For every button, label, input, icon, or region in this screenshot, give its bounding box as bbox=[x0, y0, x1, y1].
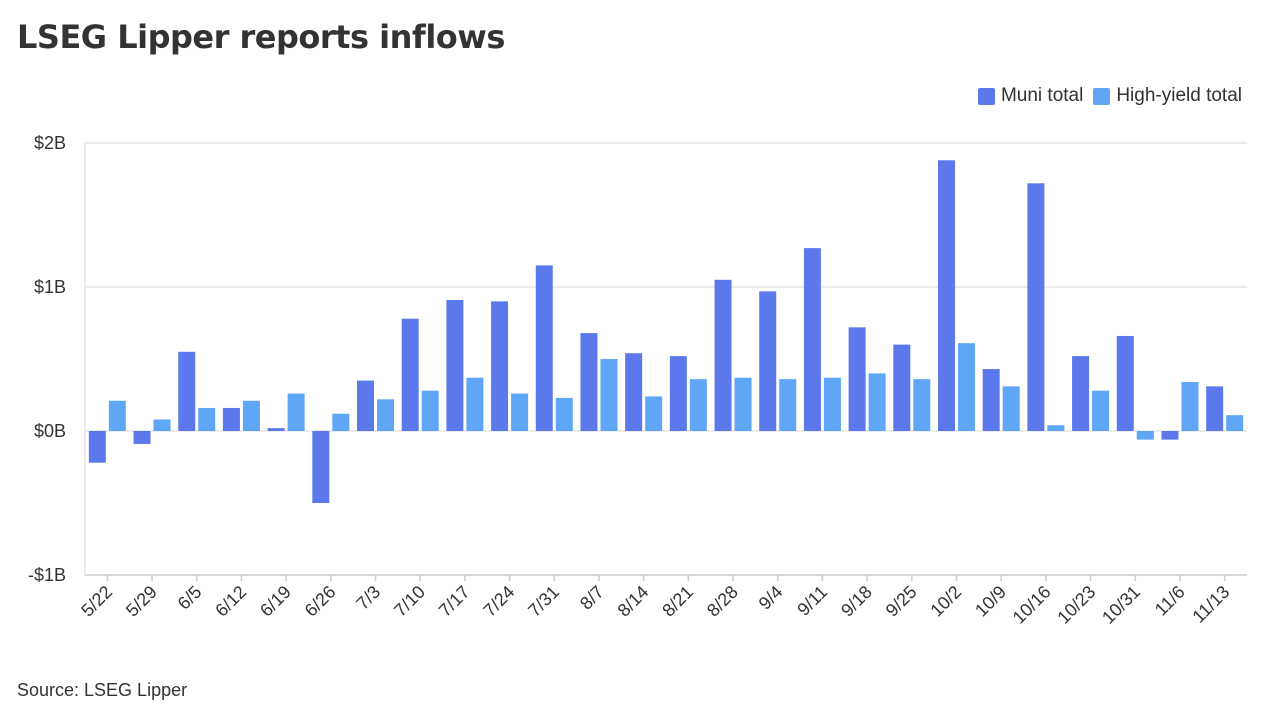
bar-muni bbox=[88, 431, 106, 463]
legend: Muni total High-yield total bbox=[977, 85, 1242, 107]
x-tick-label: 8/21 bbox=[658, 582, 697, 621]
bar-high-yield bbox=[287, 393, 305, 431]
bar-high-yield bbox=[466, 377, 484, 431]
x-tick-label: 9/18 bbox=[837, 582, 876, 621]
x-tick-label: 10/2 bbox=[926, 582, 965, 621]
x-tick-label: 7/24 bbox=[479, 582, 518, 621]
x-tick-label: 9/4 bbox=[755, 582, 787, 614]
bar-muni bbox=[1206, 386, 1224, 431]
bar-high-yield bbox=[377, 399, 394, 431]
bar-high-yield bbox=[108, 400, 126, 431]
bar-high-yield bbox=[1092, 390, 1110, 431]
legend-item-high-yield: High-yield total bbox=[1093, 85, 1242, 107]
bar-muni bbox=[714, 279, 732, 431]
bar-high-yield bbox=[823, 377, 841, 431]
bar-high-yield bbox=[511, 393, 529, 431]
legend-swatch-muni bbox=[977, 87, 995, 105]
bar-muni bbox=[625, 353, 643, 431]
x-tick-label: 6/12 bbox=[211, 582, 250, 621]
x-tick-label: 7/31 bbox=[524, 582, 563, 621]
bar-high-yield bbox=[198, 407, 216, 431]
bar-muni bbox=[848, 327, 866, 431]
bar-high-yield bbox=[1136, 431, 1154, 440]
bar-muni bbox=[401, 318, 419, 431]
bar-muni bbox=[982, 369, 1000, 431]
bar-muni bbox=[491, 301, 509, 431]
bar-high-yield bbox=[153, 419, 171, 431]
x-tick-label: 11/13 bbox=[1188, 582, 1233, 627]
bar-muni bbox=[1116, 335, 1134, 431]
bar-high-yield bbox=[734, 377, 752, 431]
bar-high-yield bbox=[555, 397, 573, 431]
bar-muni bbox=[1072, 356, 1090, 431]
x-tick-label: 5/22 bbox=[77, 582, 116, 621]
bar-muni bbox=[178, 351, 196, 431]
bar-high-yield bbox=[645, 396, 663, 431]
bar-muni bbox=[312, 431, 330, 503]
legend-swatch-high-yield bbox=[1093, 87, 1111, 105]
bar-muni bbox=[893, 344, 911, 431]
x-tick-label: 6/26 bbox=[301, 582, 340, 621]
bar-high-yield bbox=[1226, 415, 1244, 431]
y-tick-label: -$1B bbox=[28, 565, 66, 585]
x-tick-label: 8/28 bbox=[703, 582, 742, 621]
legend-label-high-yield: High-yield total bbox=[1116, 85, 1242, 106]
bar-muni bbox=[759, 291, 777, 431]
x-tick-label: 10/9 bbox=[971, 582, 1010, 621]
bar-high-yield bbox=[868, 373, 886, 431]
x-tick-label: 9/11 bbox=[793, 582, 831, 620]
bar-muni bbox=[1161, 431, 1179, 440]
bar-muni bbox=[267, 428, 285, 431]
bar-muni bbox=[535, 265, 553, 431]
x-tick-label: 11/6 bbox=[1151, 582, 1189, 620]
bar-high-yield bbox=[913, 379, 931, 431]
bar-high-yield bbox=[958, 343, 975, 431]
bar-high-yield bbox=[1047, 425, 1065, 431]
bar-high-yield bbox=[689, 379, 707, 431]
source-note: Source: LSEG Lipper bbox=[17, 680, 188, 700]
x-tick-label: 8/7 bbox=[576, 582, 608, 614]
bar-muni bbox=[669, 356, 687, 431]
x-tick-label: 6/19 bbox=[256, 582, 295, 621]
bar-muni bbox=[446, 299, 464, 431]
bar-muni bbox=[133, 431, 151, 444]
legend-label-muni: Muni total bbox=[1000, 85, 1084, 106]
bar-muni bbox=[222, 407, 240, 431]
x-tick-label: 5/29 bbox=[122, 582, 161, 621]
x-tick-label: 7/17 bbox=[435, 582, 474, 621]
chart-title: LSEG Lipper reports inflows bbox=[17, 18, 505, 56]
x-tick-label: 10/23 bbox=[1053, 582, 1099, 628]
bar-high-yield bbox=[421, 390, 439, 431]
y-tick-label: $2B bbox=[34, 133, 66, 153]
bar-high-yield bbox=[1181, 382, 1199, 431]
x-tick-label: 6/5 bbox=[174, 582, 206, 614]
bar-muni bbox=[803, 248, 821, 431]
y-tick-label: $1B bbox=[34, 277, 66, 297]
bar-high-yield bbox=[332, 413, 350, 431]
x-tick-label: 10/31 bbox=[1098, 582, 1144, 628]
x-tick-label: 7/3 bbox=[352, 582, 384, 614]
bar-muni bbox=[938, 160, 955, 431]
bar-high-yield bbox=[242, 400, 260, 431]
x-tick-label: 9/25 bbox=[882, 582, 921, 621]
y-tick-label: $0B bbox=[34, 421, 66, 441]
x-tick-label: 7/10 bbox=[390, 582, 429, 621]
bar-muni bbox=[357, 380, 374, 431]
x-tick-label: 8/14 bbox=[614, 582, 653, 621]
bar-high-yield bbox=[600, 359, 618, 431]
bar-muni bbox=[580, 333, 598, 431]
legend-item-muni: Muni total bbox=[977, 85, 1084, 107]
bar-high-yield bbox=[779, 379, 797, 431]
bar-high-yield bbox=[1002, 386, 1020, 431]
bar-muni bbox=[1027, 183, 1045, 431]
x-tick-label: 10/16 bbox=[1009, 582, 1055, 628]
